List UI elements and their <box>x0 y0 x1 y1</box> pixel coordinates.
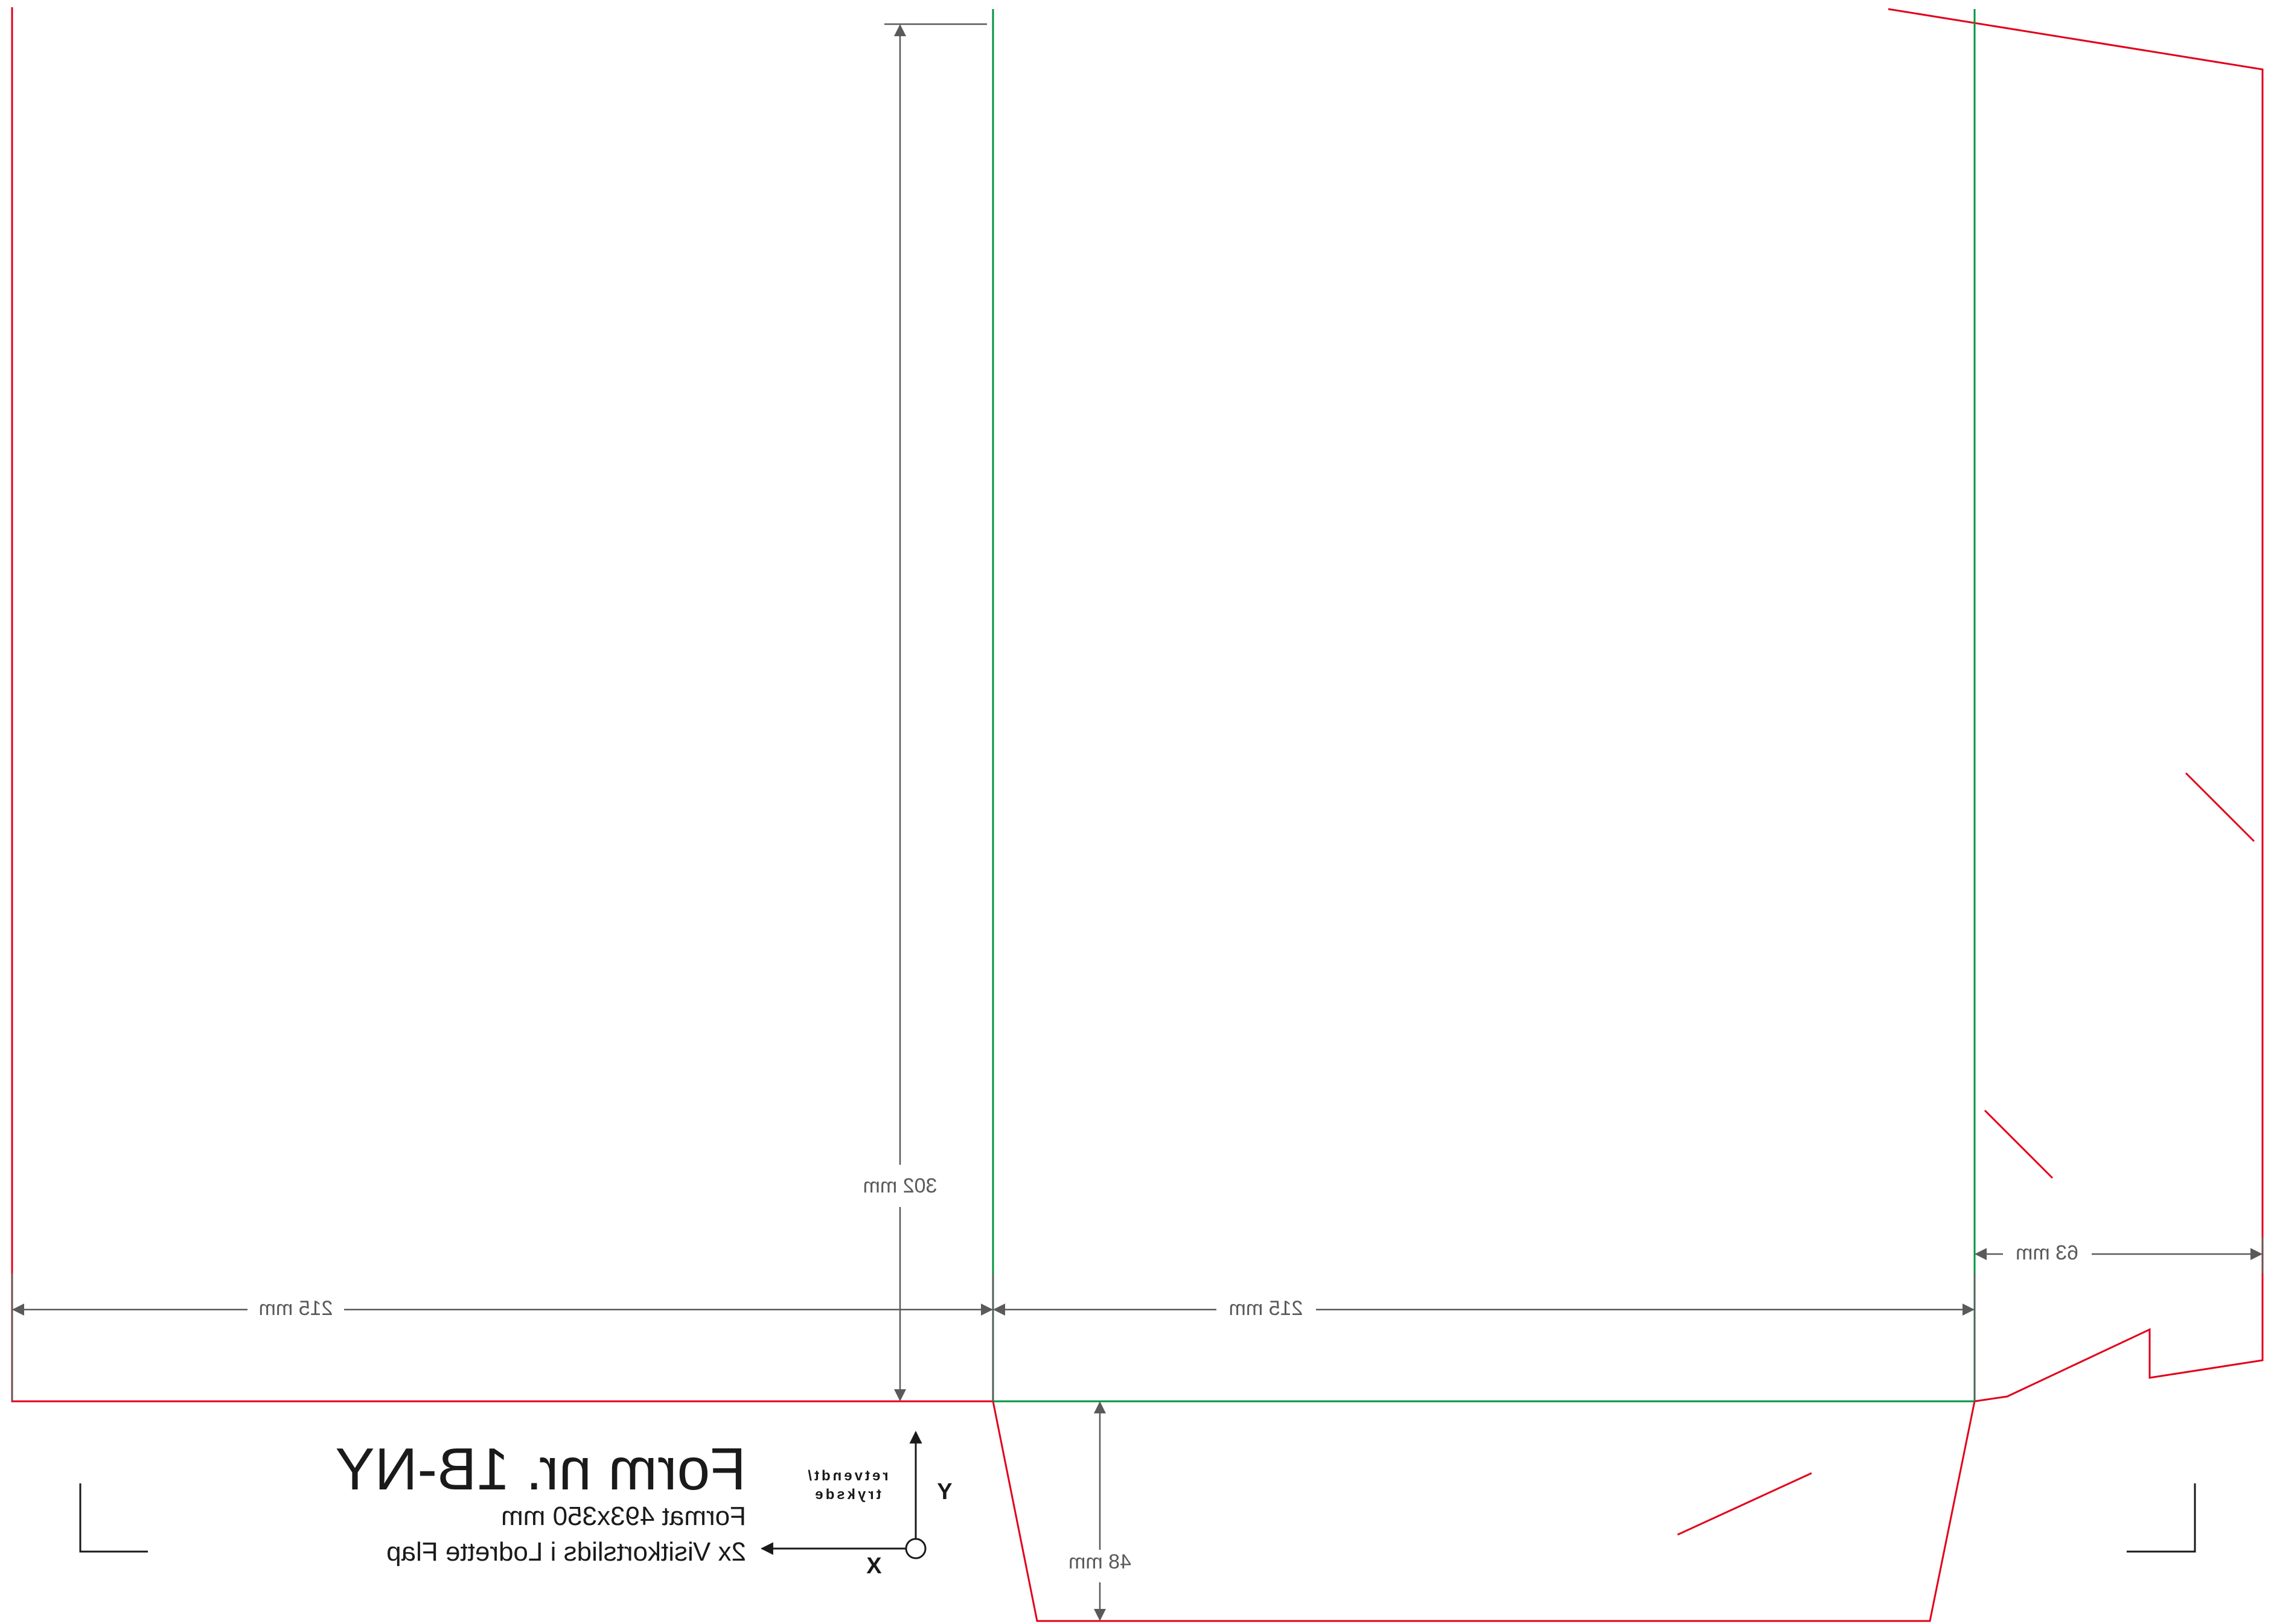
title-block: Form nr. 1B-NY Format 493x350 mm 2x Visi… <box>335 1436 746 1567</box>
x-axis-label: X <box>866 1553 882 1579</box>
origin-circle <box>905 1538 927 1559</box>
bottom-flap-cut-line <box>992 1401 1976 1622</box>
right-width-dimension-label: 215 mm <box>1229 1297 1303 1320</box>
format-line: Format 493x350 mm <box>501 1501 746 1531</box>
fold-lines <box>992 9 1976 1403</box>
description-line: 2x Visitkortslids i Lodrette Flap <box>386 1537 746 1567</box>
height-dimension-label: 302 mm <box>863 1174 937 1197</box>
orientation-indicator: Y X retvendt/ tryksde <box>760 1430 953 1579</box>
side-flap-cut-line <box>1888 8 2264 1403</box>
cut-lines <box>11 7 2264 1622</box>
crop-mark-right <box>2127 1483 2196 1553</box>
bottom-flap-slit-line <box>1677 1472 1812 1536</box>
bottom-flap-dimension-label: 48 mm <box>1068 1550 1131 1573</box>
left-panel-cut-line <box>11 7 993 1403</box>
left-width-dimension-label: 215 mm <box>259 1297 333 1320</box>
crop-marks <box>79 1483 2196 1553</box>
print-side-label-line1: retvendt/ <box>805 1468 888 1484</box>
flap-width-dimension-label: 63 mm <box>2016 1241 2078 1264</box>
dimension-labels: 302 mm 215 mm 215 mm 63 mm 48 mm <box>259 1174 2078 1573</box>
left-card-slit-line <box>1984 1109 2054 1179</box>
crop-mark-left <box>79 1483 148 1553</box>
right-card-slit-line <box>2185 772 2255 842</box>
form-title: Form nr. 1B-NY <box>335 1436 746 1502</box>
y-axis-label: Y <box>937 1479 952 1505</box>
dimension-lines <box>11 23 2264 1621</box>
print-side-label-line2: tryksde <box>813 1486 881 1503</box>
